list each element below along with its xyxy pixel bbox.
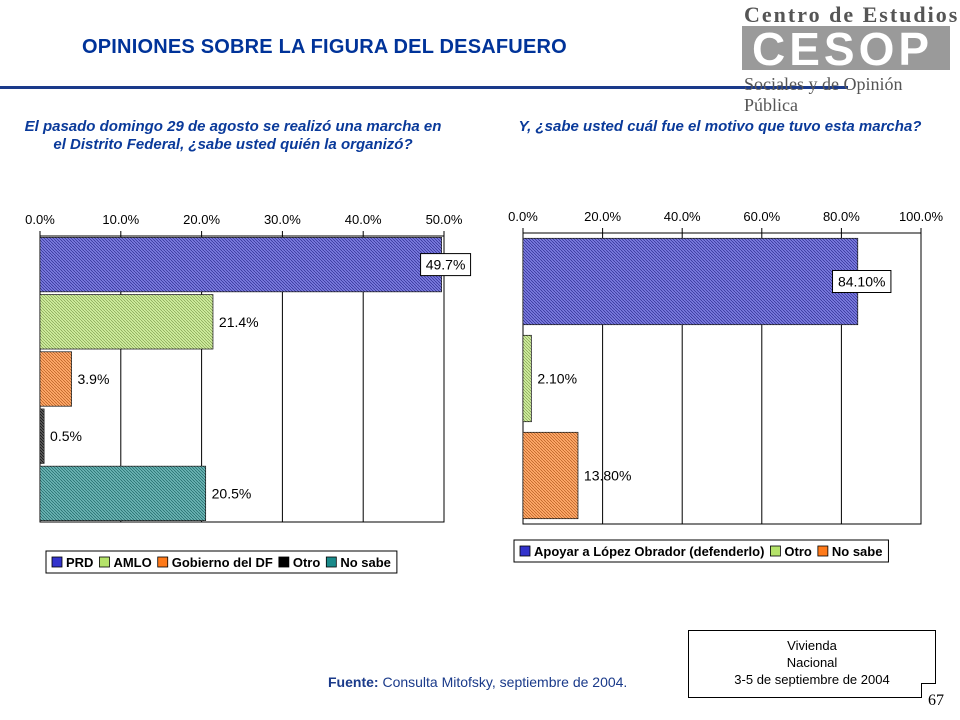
bar-texture <box>40 466 206 521</box>
legend-label: No sabe <box>340 555 391 570</box>
source-note: Fuente: Consulta Mitofsky, septiembre de… <box>328 674 627 690</box>
legend: PRD AMLO Gobierno del DF Otro No sabe <box>45 550 398 574</box>
chart-motive: 0.0% 20.0% 40.0% 60.0% 80.0% 100.0% 84.10% 2.10… <box>508 209 944 563</box>
legend-label: PRD <box>66 555 93 570</box>
page-title: OPINIONES SOBRE LA FIGURA DEL DESAFUERO <box>82 36 567 58</box>
legend-swatch <box>817 545 829 557</box>
question-organizer: El pasado domingo 29 de agosto se realiz… <box>24 118 442 153</box>
data-label: 49.7% <box>426 257 466 273</box>
legend-label: Otro <box>784 544 812 559</box>
logo-mark-text: CESOP <box>752 23 934 75</box>
data-label: 21.4% <box>219 314 259 330</box>
tick-label: 0.0% <box>508 209 538 224</box>
legend: Apoyar a López Obrador (defenderlo) Otro N… <box>513 539 889 563</box>
tick-label: 30.0% <box>264 212 301 227</box>
logo-bottom-text: Sociales y de Opinión Pública <box>744 74 903 115</box>
note-fold <box>921 683 936 698</box>
data-label: 2.10% <box>537 371 577 387</box>
legend-swatch <box>278 556 290 568</box>
legend-swatch <box>51 556 63 568</box>
legend-label: AMLO <box>113 555 151 570</box>
legend-box <box>45 550 398 574</box>
legend-box <box>513 539 889 563</box>
header-rule <box>0 86 848 89</box>
cesop-logo: Centro de Estudios CESOP Sociales y de O… <box>736 0 960 115</box>
source-text: Consulta Mitofsky, septiembre de 2004. <box>382 674 628 690</box>
tick-label: 80.0% <box>823 209 860 224</box>
data-label: 20.5% <box>212 485 252 501</box>
tick-label: 20.0% <box>584 209 621 224</box>
data-label: 0.5% <box>50 428 82 444</box>
note-line-2: Nacional <box>786 655 838 670</box>
logo-top-text: Centro de Estudios <box>744 2 960 27</box>
data-label-box <box>832 270 892 293</box>
bar-texture <box>523 432 578 519</box>
bar-texture <box>40 409 45 464</box>
legend-label: Otro <box>293 555 321 570</box>
legend-swatch <box>157 556 169 568</box>
legend-swatch <box>99 556 110 568</box>
data-label-box <box>420 253 472 277</box>
bar-texture <box>40 294 213 349</box>
data-label: 84.10% <box>838 274 885 290</box>
note-line-1: Vivienda <box>787 638 837 653</box>
bar-texture <box>523 238 858 325</box>
legend-label: Gobierno del DF <box>172 555 273 570</box>
note-line-3: 3-5 de septiembre de 2004 <box>734 672 890 687</box>
logo-mark: CESOP <box>742 23 950 75</box>
tick-label: 0.0% <box>25 212 55 227</box>
tick-label: 60.0% <box>743 209 780 224</box>
legend-label: No sabe <box>832 544 883 559</box>
tick-label: 40.0% <box>664 209 701 224</box>
legend-label: Apoyar a López Obrador (defenderlo) <box>534 544 764 559</box>
source-label: Fuente: <box>328 674 379 690</box>
data-label: 13.80% <box>584 468 631 484</box>
bar-texture <box>523 335 532 422</box>
legend-swatch <box>519 545 531 557</box>
chart-organizer: 0.0% 10.0% 20.0% 30.0% 40.0% 50.0% 49.7% 21.4% 3… <box>25 212 472 574</box>
data-label: 3.9% <box>78 371 110 387</box>
tick-label: 50.0% <box>426 212 463 227</box>
sample-note-box: Vivienda Nacional 3-5 de septiembre de 2… <box>688 630 936 698</box>
tick-label: 100.0% <box>899 209 944 224</box>
tick-label: 10.0% <box>102 212 139 227</box>
question-motive: Y, ¿sabe usted cuál fue el motivo que tu… <box>518 118 922 135</box>
legend-swatch <box>325 556 337 568</box>
tick-label: 20.0% <box>183 212 220 227</box>
tick-label: 40.0% <box>345 212 382 227</box>
page-number: 67 <box>928 692 944 709</box>
bar-texture <box>40 237 442 292</box>
legend-swatch <box>770 545 781 557</box>
bar-texture <box>40 351 72 407</box>
